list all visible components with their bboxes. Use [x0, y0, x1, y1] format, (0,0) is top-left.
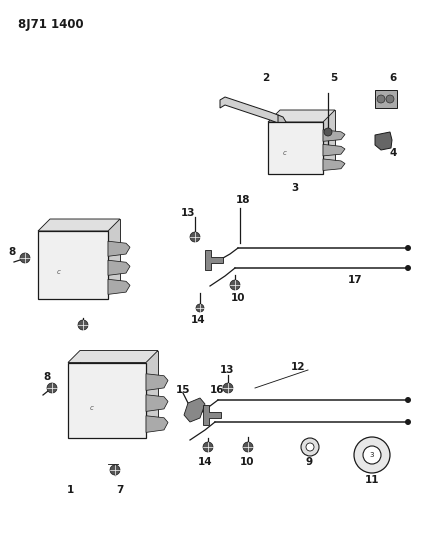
Text: 10: 10: [231, 293, 245, 303]
Text: 8: 8: [9, 247, 16, 257]
Polygon shape: [184, 398, 205, 422]
Polygon shape: [323, 144, 345, 156]
Polygon shape: [68, 351, 158, 362]
Text: c: c: [57, 269, 61, 275]
Text: 6: 6: [389, 73, 397, 83]
Text: c: c: [89, 405, 93, 410]
Circle shape: [405, 419, 411, 425]
Circle shape: [190, 232, 200, 242]
Polygon shape: [220, 97, 285, 130]
Circle shape: [377, 95, 385, 103]
Polygon shape: [268, 110, 335, 122]
Text: 7: 7: [116, 485, 124, 495]
Polygon shape: [146, 374, 168, 390]
Polygon shape: [38, 231, 108, 299]
Text: 8J71 1400: 8J71 1400: [18, 18, 83, 31]
Polygon shape: [146, 395, 168, 411]
Text: 4: 4: [389, 148, 397, 158]
Circle shape: [405, 265, 411, 271]
Text: 8: 8: [43, 372, 51, 382]
Circle shape: [203, 442, 213, 452]
Text: 18: 18: [236, 195, 250, 205]
Polygon shape: [108, 260, 130, 276]
Circle shape: [405, 397, 411, 403]
Circle shape: [196, 304, 204, 312]
Circle shape: [306, 443, 314, 451]
Bar: [375, 90, 397, 108]
Circle shape: [324, 128, 332, 136]
Text: 5: 5: [330, 73, 338, 83]
Circle shape: [386, 95, 394, 103]
Text: 2: 2: [262, 73, 270, 83]
Circle shape: [354, 437, 390, 473]
Polygon shape: [205, 250, 223, 270]
Circle shape: [78, 320, 88, 330]
Circle shape: [20, 253, 30, 263]
Polygon shape: [323, 130, 345, 141]
Circle shape: [223, 383, 233, 393]
Text: 15: 15: [176, 385, 190, 395]
Text: 12: 12: [291, 362, 305, 372]
Text: 17: 17: [348, 275, 363, 285]
Polygon shape: [280, 110, 335, 162]
Polygon shape: [50, 219, 120, 287]
Circle shape: [405, 245, 411, 251]
Polygon shape: [203, 405, 221, 425]
Text: 9: 9: [306, 457, 312, 467]
Text: 13: 13: [220, 365, 234, 375]
Text: 3: 3: [291, 183, 299, 193]
Polygon shape: [323, 159, 345, 171]
Polygon shape: [146, 416, 168, 432]
Polygon shape: [68, 362, 146, 438]
Text: 3: 3: [370, 452, 374, 458]
Polygon shape: [375, 132, 392, 150]
Text: 1: 1: [66, 485, 74, 495]
Polygon shape: [108, 279, 130, 294]
Circle shape: [243, 442, 253, 452]
Text: 13: 13: [181, 208, 195, 218]
Text: 16: 16: [210, 385, 224, 395]
Text: 11: 11: [365, 475, 379, 485]
Circle shape: [363, 446, 381, 464]
Circle shape: [301, 438, 319, 456]
Polygon shape: [38, 219, 120, 231]
Circle shape: [110, 465, 120, 475]
Polygon shape: [108, 241, 130, 256]
Polygon shape: [80, 351, 158, 425]
Text: c: c: [282, 150, 286, 156]
Text: 14: 14: [191, 315, 205, 325]
Polygon shape: [268, 122, 323, 174]
Circle shape: [47, 383, 57, 393]
Circle shape: [230, 280, 240, 290]
Text: 10: 10: [240, 457, 254, 467]
Text: 14: 14: [198, 457, 212, 467]
Polygon shape: [276, 115, 286, 136]
